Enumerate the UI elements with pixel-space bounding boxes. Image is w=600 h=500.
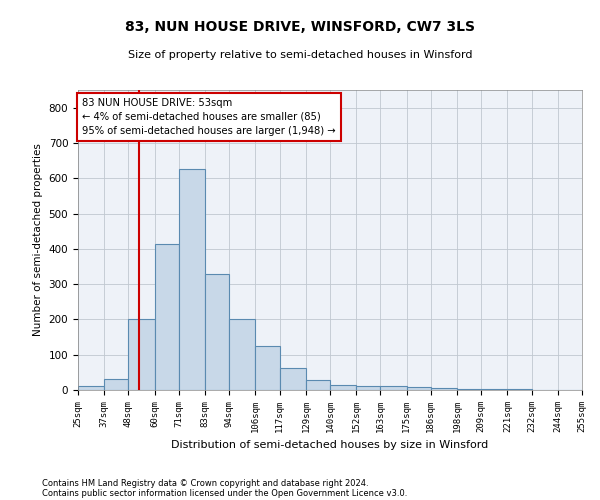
Bar xyxy=(155,244,179,390)
Bar xyxy=(205,274,229,390)
Bar xyxy=(306,380,330,390)
Text: 83, NUN HOUSE DRIVE, WINSFORD, CW7 3LS: 83, NUN HOUSE DRIVE, WINSFORD, CW7 3LS xyxy=(125,20,475,34)
Y-axis label: Number of semi-detached properties: Number of semi-detached properties xyxy=(33,144,43,336)
Bar xyxy=(229,320,256,390)
Bar xyxy=(457,388,481,390)
Bar xyxy=(179,170,205,390)
Text: Size of property relative to semi-detached houses in Winsford: Size of property relative to semi-detach… xyxy=(128,50,472,60)
X-axis label: Distribution of semi-detached houses by size in Winsford: Distribution of semi-detached houses by … xyxy=(172,440,488,450)
Bar xyxy=(330,384,356,390)
Bar xyxy=(256,346,280,390)
Bar xyxy=(380,386,407,390)
Text: Contains public sector information licensed under the Open Government Licence v3: Contains public sector information licen… xyxy=(42,488,407,498)
Bar xyxy=(481,389,508,390)
Bar xyxy=(104,380,128,390)
Bar xyxy=(280,368,306,390)
Text: 83 NUN HOUSE DRIVE: 53sqm
← 4% of semi-detached houses are smaller (85)
95% of s: 83 NUN HOUSE DRIVE: 53sqm ← 4% of semi-d… xyxy=(82,98,336,136)
Bar xyxy=(356,386,380,390)
Bar xyxy=(407,387,431,390)
Bar xyxy=(78,386,104,390)
Bar xyxy=(128,320,155,390)
Text: Contains HM Land Registry data © Crown copyright and database right 2024.: Contains HM Land Registry data © Crown c… xyxy=(42,478,368,488)
Bar xyxy=(431,388,457,390)
